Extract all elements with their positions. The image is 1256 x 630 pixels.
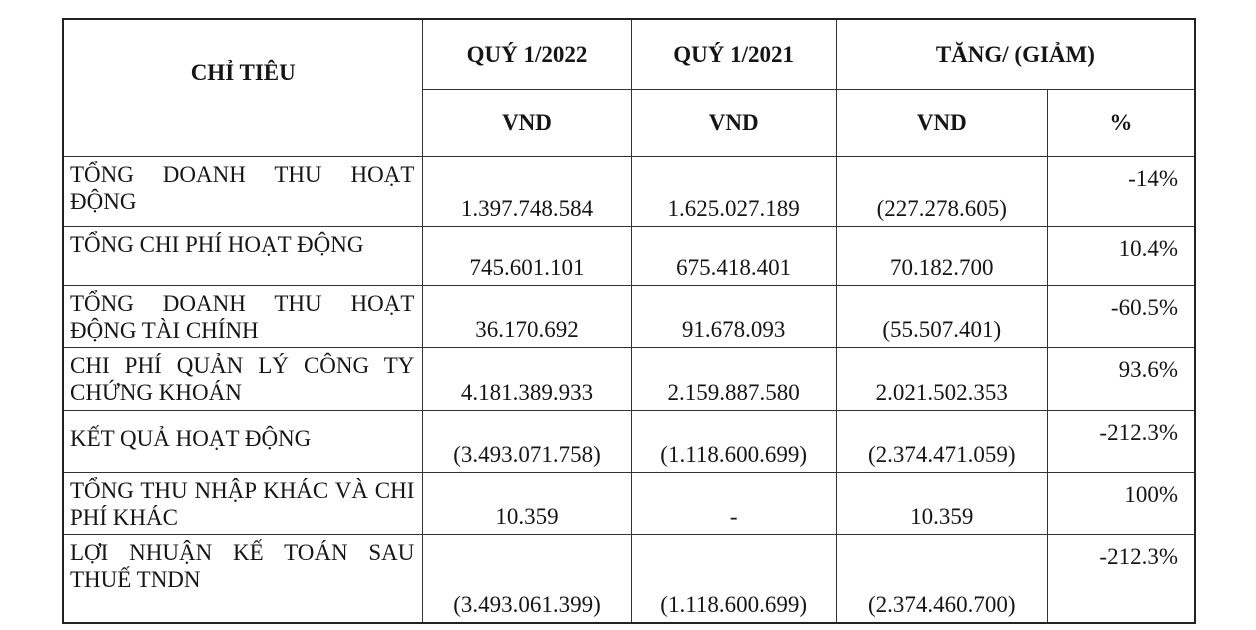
row-label: CHI PHÍ QUẢN LÝ CÔNG TY CHỨNG KHOÁN <box>62 346 424 411</box>
value-q1-2021: (1.118.600.699) <box>630 533 837 624</box>
table-row: TỔNG DOANH THU HOẠT ĐỘNG TÀI CHÍNH 36.170… <box>62 284 1196 348</box>
value-q1-2022: 745.601.101 <box>422 225 632 286</box>
value-q1-2022: 10.359 <box>422 471 632 535</box>
table-row: LỢI NHUẬN KẾ TOÁN SAU THUẾ TNDN (3.493.06… <box>62 533 1196 624</box>
value-change: 2.021.502.353 <box>835 346 1048 411</box>
row-label: LỢI NHUẬN KẾ TOÁN SAU THUẾ TNDN <box>62 533 424 624</box>
header-unit-change: VND <box>835 88 1048 157</box>
value-change: (227.278.605) <box>835 155 1048 227</box>
value-q1-2021: (1.118.600.699) <box>630 409 837 473</box>
value-q1-2021: 2.159.887.580 <box>630 346 837 411</box>
value-q1-2022: (3.493.061.399) <box>422 533 632 624</box>
header-indicator: CHỈ TIÊU <box>62 18 424 157</box>
value-q1-2022: (3.493.071.758) <box>422 409 632 473</box>
header-unit-pct: % <box>1046 88 1196 157</box>
value-q1-2021: - <box>630 471 837 535</box>
row-label: TỔNG DOANH THU HOẠT ĐỘNG TÀI CHÍNH <box>62 284 424 348</box>
header-unit-2022: VND <box>422 88 632 157</box>
value-q1-2021: 675.418.401 <box>630 225 837 286</box>
value-change: (2.374.471.059) <box>835 409 1048 473</box>
table-row: TỔNG THU NHẬP KHÁC VÀ CHI PHÍ KHÁC 10.359… <box>62 471 1196 535</box>
table-row: KẾT QUẢ HOẠT ĐỘNG (3.493.071.758) (1.118.6… <box>62 409 1196 473</box>
row-label: TỔNG DOANH THU HOẠT ĐỘNG <box>62 155 424 227</box>
value-pct: -14% <box>1046 155 1196 227</box>
financial-results-table: CHỈ TIÊU QUÝ 1/2022 QUÝ 1/2021 TĂNG/ (GI… <box>62 18 1196 624</box>
row-label: TỔNG CHI PHÍ HOẠT ĐỘNG <box>62 225 424 286</box>
value-q1-2021: 91.678.093 <box>630 284 837 348</box>
value-pct: -212.3% <box>1046 409 1196 473</box>
table-row: TỔNG CHI PHÍ HOẠT ĐỘNG 745.601.101 675.418… <box>62 225 1196 286</box>
table-row: CHI PHÍ QUẢN LÝ CÔNG TY CHỨNG KHOÁN 4.181… <box>62 346 1196 411</box>
header-q1-2022: QUÝ 1/2022 <box>422 18 632 90</box>
row-label: TỔNG THU NHẬP KHÁC VÀ CHI PHÍ KHÁC <box>62 471 424 535</box>
row-label: KẾT QUẢ HOẠT ĐỘNG <box>62 409 424 473</box>
header-unit-2021: VND <box>630 88 837 157</box>
header-change: TĂNG/ (GIẢM) <box>835 18 1196 90</box>
value-pct: -60.5% <box>1046 284 1196 348</box>
value-pct: 100% <box>1046 471 1196 535</box>
value-q1-2021: 1.625.027.189 <box>630 155 837 227</box>
value-pct: -212.3% <box>1046 533 1196 624</box>
value-q1-2022: 1.397.748.584 <box>422 155 632 227</box>
value-change: (55.507.401) <box>835 284 1048 348</box>
value-q1-2022: 36.170.692 <box>422 284 632 348</box>
value-pct: 93.6% <box>1046 346 1196 411</box>
value-change: (2.374.460.700) <box>835 533 1048 624</box>
value-pct: 10.4% <box>1046 225 1196 286</box>
header-q1-2021: QUÝ 1/2021 <box>630 18 837 90</box>
value-change: 70.182.700 <box>835 225 1048 286</box>
value-change: 10.359 <box>835 471 1048 535</box>
value-q1-2022: 4.181.389.933 <box>422 346 632 411</box>
table-row: TỔNG DOANH THU HOẠT ĐỘNG 1.397.748.584 1.6… <box>62 155 1196 227</box>
